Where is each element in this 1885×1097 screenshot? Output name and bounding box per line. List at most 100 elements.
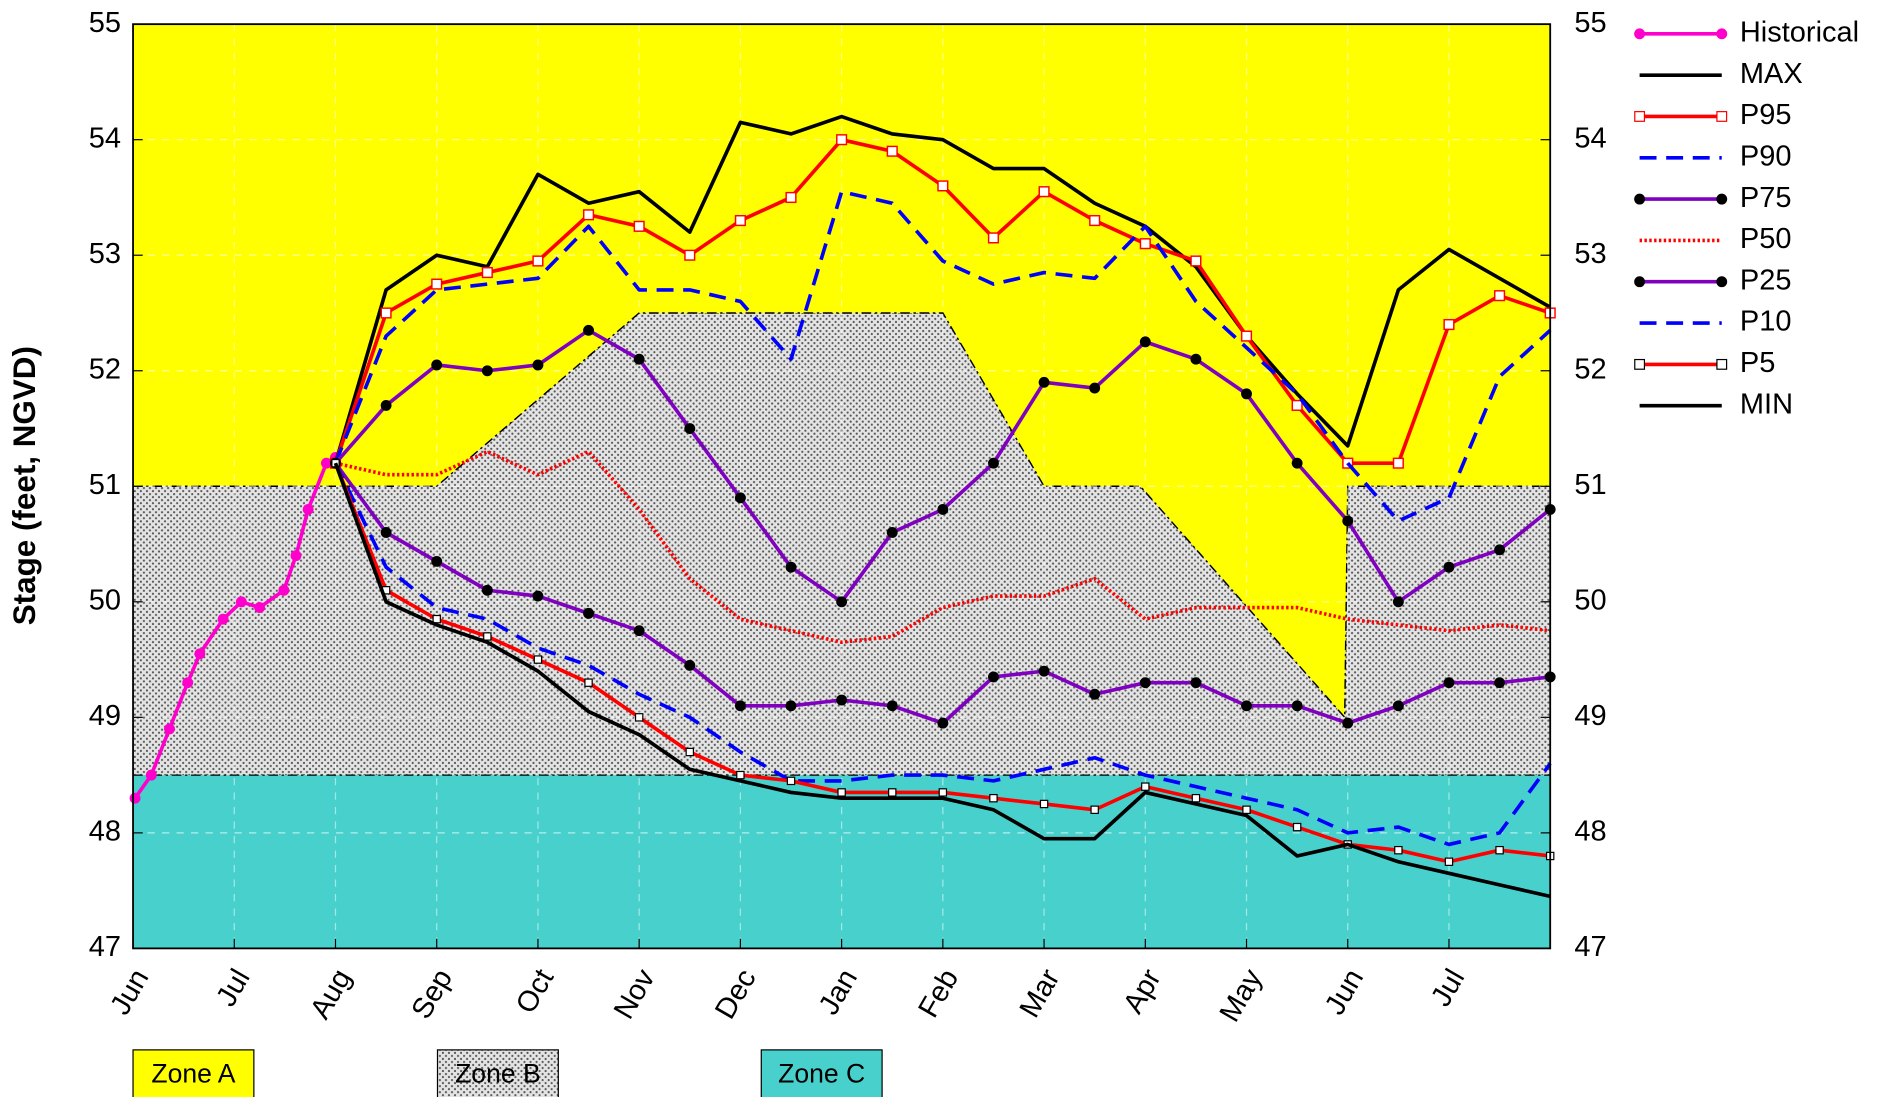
zone-legend-box — [760, 1049, 883, 1097]
marker — [633, 220, 645, 232]
marker — [1240, 330, 1253, 342]
marker — [194, 648, 206, 660]
marker — [1494, 544, 1506, 556]
marker — [1089, 382, 1101, 394]
y2-tick-label: 49 — [1574, 700, 1606, 732]
marker — [1394, 845, 1403, 855]
marker — [235, 596, 247, 608]
zone-c — [133, 775, 1551, 949]
marker — [145, 769, 157, 781]
marker — [786, 776, 796, 786]
marker — [1495, 845, 1504, 855]
series-line — [333, 462, 1551, 899]
marker — [633, 625, 645, 637]
marker — [634, 713, 644, 722]
marker — [1342, 717, 1354, 729]
marker — [1191, 793, 1201, 803]
y-tick-label: 49 — [89, 700, 121, 732]
legend-marker — [1634, 28, 1646, 40]
marker — [684, 659, 696, 671]
marker — [1039, 799, 1049, 809]
x-tick-label: Feb — [913, 964, 966, 1023]
marker — [481, 365, 493, 377]
y2-tick-label: 51 — [1574, 469, 1606, 501]
marker — [734, 492, 746, 504]
marker — [1494, 677, 1506, 689]
marker — [1139, 677, 1151, 689]
marker — [734, 700, 746, 712]
legend-marker — [1634, 111, 1646, 122]
legend-marker — [1716, 193, 1728, 205]
marker — [1392, 596, 1404, 608]
legend-marker — [1716, 358, 1728, 370]
marker — [1241, 388, 1252, 400]
marker — [1292, 822, 1302, 832]
x-tick-label: May — [1214, 963, 1269, 1027]
marker — [532, 590, 544, 602]
marker — [583, 607, 594, 619]
x-tick-label: Mar — [1014, 964, 1067, 1024]
marker — [1443, 318, 1455, 331]
zone-b — [133, 312, 1551, 776]
y2-tick-label: 52 — [1574, 353, 1606, 385]
marker — [937, 503, 949, 515]
marker — [431, 278, 443, 290]
marker — [837, 788, 846, 797]
marker — [164, 723, 175, 735]
x-tick-label: Jun — [1319, 964, 1370, 1020]
marker — [380, 307, 392, 319]
marker — [785, 700, 797, 712]
marker — [584, 678, 593, 687]
legend-marker — [1634, 276, 1646, 288]
marker — [1090, 805, 1099, 814]
marker — [886, 145, 898, 157]
marker — [1089, 688, 1101, 700]
legend-label: MAX — [1740, 58, 1803, 90]
zone-legend-label: Zone B — [455, 1058, 541, 1088]
marker — [1038, 186, 1050, 198]
y-tick-label: 51 — [89, 469, 121, 501]
marker — [785, 191, 797, 204]
zone-legend-label: Zone C — [778, 1058, 865, 1088]
marker — [1242, 805, 1251, 814]
marker — [736, 770, 745, 780]
x-tick-label: Jan — [813, 964, 864, 1020]
legend-marker — [1634, 193, 1646, 205]
x-tick-label: Dec — [709, 964, 762, 1025]
legend-marker — [1634, 358, 1646, 370]
marker — [532, 255, 544, 267]
marker — [785, 561, 797, 573]
marker — [988, 671, 999, 683]
marker — [320, 457, 332, 469]
legend-marker — [1716, 276, 1728, 288]
marker — [483, 632, 492, 641]
marker — [886, 700, 898, 712]
x-tick-label: Nov — [608, 963, 662, 1024]
marker — [1141, 782, 1150, 791]
marker — [481, 584, 493, 596]
marker — [937, 717, 949, 729]
x-tick-label: Jul — [210, 964, 256, 1012]
marker — [481, 266, 493, 279]
marker — [836, 596, 848, 608]
series-line — [333, 114, 1552, 464]
marker — [290, 550, 302, 562]
marker — [987, 232, 1000, 244]
marker — [1291, 700, 1303, 712]
legend-marker — [1716, 28, 1728, 40]
y-tick-label: 53 — [89, 238, 121, 270]
y-tick-label: 47 — [89, 931, 121, 963]
marker — [1089, 215, 1101, 227]
zone-legend-box — [436, 1049, 559, 1097]
marker — [836, 134, 848, 146]
marker — [1444, 857, 1454, 866]
marker — [1139, 238, 1151, 250]
marker — [532, 359, 544, 371]
marker — [937, 180, 949, 192]
y2-tick-label: 48 — [1574, 816, 1606, 848]
marker — [1342, 515, 1354, 527]
y-tick-label: 48 — [89, 816, 121, 848]
legend-label: P5 — [1740, 347, 1775, 379]
legend-marker — [1716, 111, 1728, 122]
